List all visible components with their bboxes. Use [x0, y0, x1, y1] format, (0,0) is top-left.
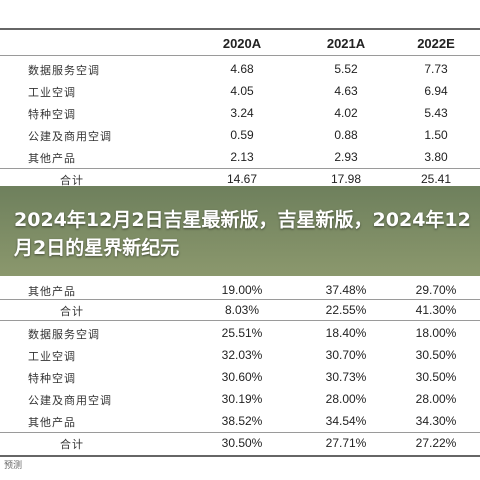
cell-value: 0.59: [230, 128, 254, 142]
cell-value: 0.88: [334, 128, 358, 142]
cell-value: 4.63: [334, 84, 358, 98]
table-row: 特种空调 3.24 4.02 5.43: [0, 103, 480, 125]
title-banner: [0, 186, 480, 276]
row-label: 特种空调: [28, 372, 76, 385]
row-label: 数据服务空调: [28, 64, 100, 77]
cell-value: 25.41: [420, 172, 452, 186]
row-label: 合计: [60, 438, 84, 451]
cell-value: 8.03%: [224, 303, 260, 317]
section-rule: [0, 299, 480, 300]
cell-value: 30.73%: [325, 370, 367, 384]
table-row: 工业空调 32.03% 30.70% 30.50%: [0, 345, 480, 367]
cell-value: 28.00%: [325, 392, 367, 406]
cell-value: 17.98: [330, 172, 362, 186]
cell-value: 25.51%: [221, 326, 263, 340]
cell-value: 3.24: [230, 106, 254, 120]
table-row-total: 合计 30.50% 27.71% 27.22%: [0, 433, 480, 455]
cell-value: 14.67: [226, 172, 258, 186]
section-rule: [0, 320, 480, 321]
cell-value: 38.52%: [221, 414, 263, 428]
row-label: 工业空调: [28, 350, 76, 363]
table-row: 其他产品 2.13 2.93 3.80: [0, 147, 480, 169]
footnote: 预测: [4, 461, 23, 471]
cell-value: 30.50%: [415, 370, 457, 384]
cell-value: 4.02: [334, 106, 358, 120]
header-rule: [0, 55, 480, 56]
cell-value: 30.60%: [221, 370, 263, 384]
cell-value: 4.05: [230, 84, 254, 98]
row-label: 公建及商用空调: [28, 394, 112, 407]
table-row: 其他产品 38.52% 34.54% 34.30%: [0, 411, 480, 433]
table-row-total: 合计 8.03% 22.55% 41.30%: [0, 300, 480, 322]
table-bottom-rule: [0, 455, 480, 457]
cell-value: 28.00%: [415, 392, 457, 406]
section-rule: [0, 168, 480, 169]
row-label: 公建及商用空调: [28, 130, 112, 143]
table-row: 数据服务空调 25.51% 18.40% 18.00%: [0, 323, 480, 345]
cell-value: 32.03%: [221, 348, 263, 362]
cell-value: 29.70%: [415, 283, 457, 297]
cell-value: 22.55%: [325, 303, 367, 317]
cell-value: 1.50: [424, 128, 448, 142]
cell-value: 3.80: [424, 150, 448, 164]
cell-value: 7.73: [424, 62, 448, 76]
row-label: 数据服务空调: [28, 328, 100, 341]
row-label: 其他产品: [28, 152, 76, 165]
table-row: 公建及商用空调 0.59 0.88 1.50: [0, 125, 480, 147]
row-label: 其他产品: [28, 416, 76, 429]
table-row: 特种空调 30.60% 30.73% 30.50%: [0, 367, 480, 389]
table-row-total: 合计 14.67 17.98 25.41: [0, 169, 480, 191]
row-label: 合计: [60, 174, 84, 187]
cell-value: 41.30%: [415, 303, 457, 317]
table-row: 工业空调 4.05 4.63 6.94: [0, 81, 480, 103]
cell-value: 30.19%: [221, 392, 263, 406]
table-row: 其他产品 19.00% 37.48% 29.70%: [0, 280, 480, 302]
cell-value: 34.54%: [325, 414, 367, 428]
cell-value: 27.22%: [415, 436, 457, 450]
row-label: 工业空调: [28, 86, 76, 99]
column-header-2021a: 2021A: [326, 36, 366, 51]
cell-value: 2.13: [230, 150, 254, 164]
column-header-2022e: 2022E: [417, 36, 455, 51]
row-label: 特种空调: [28, 108, 76, 121]
cell-value: 30.50%: [415, 348, 457, 362]
cell-value: 27.71%: [325, 436, 367, 450]
cell-value: 6.94: [424, 84, 448, 98]
cell-value: 30.70%: [325, 348, 367, 362]
cell-value: 34.30%: [415, 414, 457, 428]
cell-value: 18.00%: [415, 326, 457, 340]
cell-value: 4.68: [230, 62, 254, 76]
cell-value: 5.52: [334, 62, 358, 76]
cell-value: 30.50%: [221, 436, 263, 450]
section-rule: [0, 432, 480, 433]
cell-value: 37.48%: [325, 283, 367, 297]
cell-value: 19.00%: [221, 283, 263, 297]
column-header-2020a: 2020A: [222, 36, 262, 51]
banner-title: 2024年12月2日吉星最新版，吉星新版，2024年12月2日的星界新纪元: [14, 209, 471, 259]
table-row: 数据服务空调 4.68 5.52 7.73: [0, 59, 480, 81]
cell-value: 2.93: [334, 150, 358, 164]
cell-value: 18.40%: [325, 326, 367, 340]
row-label: 合计: [60, 305, 84, 318]
row-label: 其他产品: [28, 285, 76, 298]
table-row: 公建及商用空调 30.19% 28.00% 28.00%: [0, 389, 480, 411]
cell-value: 5.43: [424, 106, 448, 120]
table-top-rule: [0, 28, 480, 30]
